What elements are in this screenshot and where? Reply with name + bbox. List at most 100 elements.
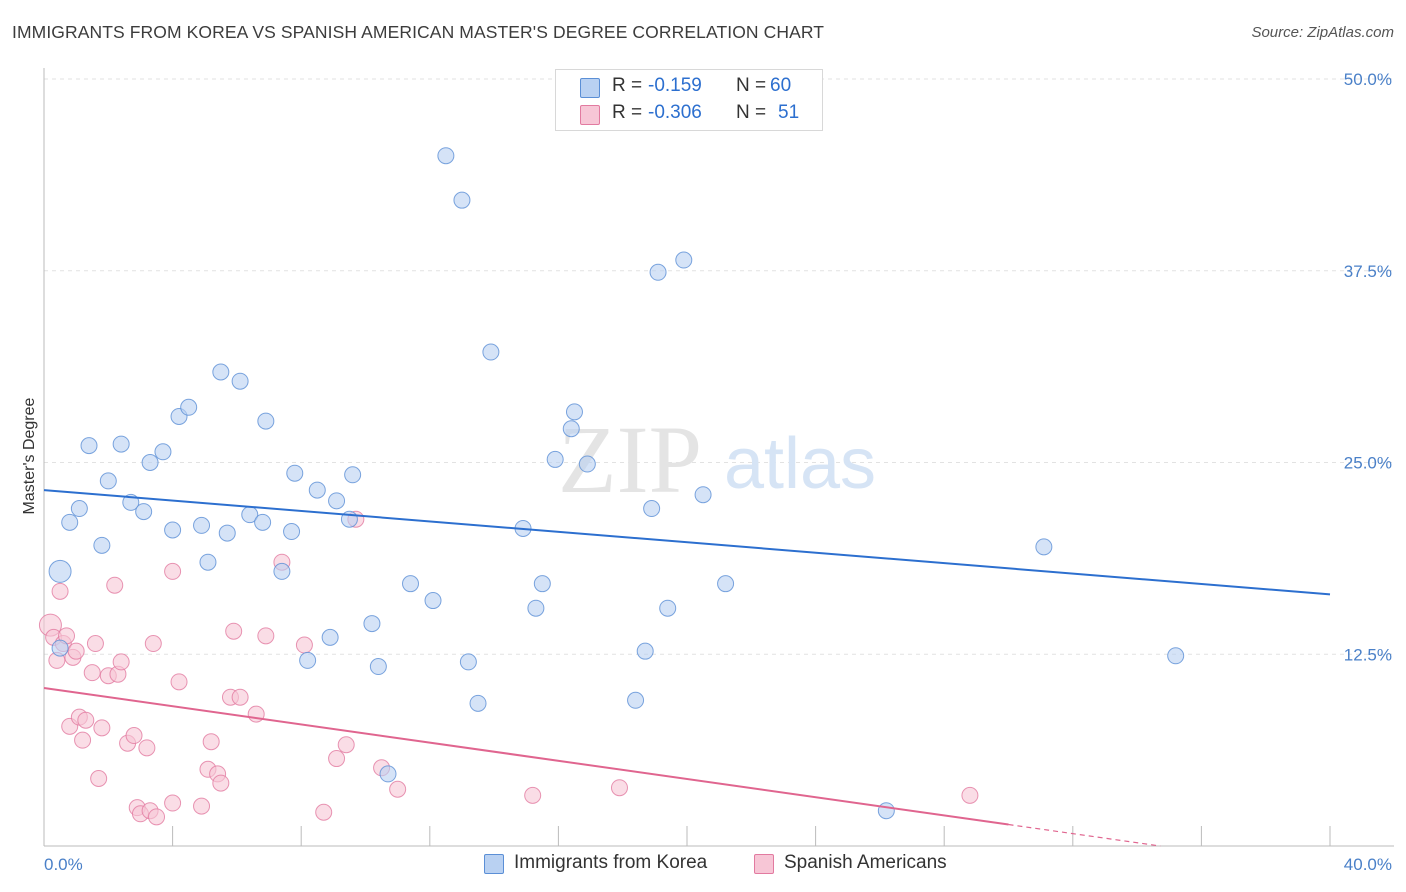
korea-point xyxy=(299,651,317,669)
korea-point xyxy=(51,639,69,657)
spanish-point xyxy=(67,642,85,660)
korea-point xyxy=(1167,647,1185,665)
korea-point xyxy=(321,628,339,646)
spanish-point xyxy=(212,774,230,792)
spanish-point xyxy=(337,736,355,754)
watermark: ZIP atlas xyxy=(558,406,876,513)
bottom-legend-swatch-korea xyxy=(484,854,504,874)
korea-point xyxy=(363,615,381,633)
korea-point xyxy=(70,500,88,518)
watermark-zip: ZIP xyxy=(558,406,702,513)
legend-n-label: N = xyxy=(736,75,767,96)
y-tick-label: 25.0% xyxy=(1344,454,1392,473)
korea-point xyxy=(308,481,326,499)
korea-point xyxy=(48,559,72,583)
legend-row-spanish: R = -0.306 N = 51 xyxy=(556,101,822,127)
y-tick-label: 12.5% xyxy=(1344,645,1392,664)
korea-point xyxy=(199,553,217,571)
korea-point xyxy=(80,437,98,455)
legend-n-label: N = xyxy=(736,102,767,123)
legend-r-value: -0.306 xyxy=(648,102,702,123)
spanish-point xyxy=(86,635,104,653)
x-tick-label: 0.0% xyxy=(44,855,83,874)
spanish-point xyxy=(328,750,346,768)
spanish-point xyxy=(144,635,162,653)
korea-point xyxy=(212,363,230,381)
legend-swatch-spanish xyxy=(580,105,600,125)
korea-point xyxy=(694,486,712,504)
trend-line-korea xyxy=(43,489,1331,596)
spanish-point xyxy=(257,627,275,645)
trend-line-spanish xyxy=(43,687,1009,826)
korea-point xyxy=(627,691,645,709)
spanish-point xyxy=(90,770,108,788)
spanish-point xyxy=(93,719,111,737)
korea-point xyxy=(659,599,677,617)
korea-point xyxy=(546,450,564,468)
korea-point xyxy=(231,372,249,390)
spanish-point xyxy=(77,711,95,729)
trend-extension-spanish xyxy=(1008,823,1161,847)
x-tick-label: 40.0% xyxy=(1344,855,1392,874)
korea-point xyxy=(643,500,661,518)
korea-point xyxy=(424,592,442,610)
legend-n-value: 51 xyxy=(778,102,800,123)
legend-r-label: R = xyxy=(612,75,643,96)
spanish-point xyxy=(295,636,313,654)
korea-point xyxy=(218,524,236,542)
legend-r-value: -0.159 xyxy=(648,75,702,96)
chart-title: IMMIGRANTS FROM KOREA VS SPANISH AMERICA… xyxy=(12,22,825,42)
legend-n-value: 60 xyxy=(770,75,792,96)
spanish-point xyxy=(164,794,182,812)
spanish-point xyxy=(74,731,92,749)
watermark-atlas: atlas xyxy=(724,424,876,504)
korea-point xyxy=(193,516,211,534)
spanish-point xyxy=(610,779,628,797)
korea-point xyxy=(99,472,117,490)
spanish-point xyxy=(138,739,156,757)
korea-point xyxy=(877,802,895,820)
spanish-point xyxy=(225,622,243,640)
y-tick-label: 50.0% xyxy=(1344,70,1392,89)
korea-point xyxy=(164,521,182,539)
legend-r-label: R = xyxy=(612,102,643,123)
korea-point xyxy=(154,443,172,461)
spanish-point xyxy=(148,808,166,826)
korea-point xyxy=(141,454,159,471)
correlation-legend: R = -0.159 N = 60 R = -0.306 N = 51 xyxy=(555,69,823,131)
korea-point xyxy=(344,466,362,484)
korea-point xyxy=(453,191,471,209)
korea-point xyxy=(93,536,111,554)
spanish-point xyxy=(51,582,69,600)
spanish-point xyxy=(112,653,130,671)
bottom-legend-swatch-spanish xyxy=(754,854,774,874)
trend-lines xyxy=(43,489,1331,847)
spanish-point xyxy=(164,562,182,580)
korea-point xyxy=(369,658,387,676)
korea-point xyxy=(459,653,477,671)
korea-point xyxy=(61,513,79,531)
spanish-point xyxy=(389,780,407,798)
bottom-legend-label-korea: Immigrants from Korea xyxy=(514,852,708,873)
series-immigrants-from-korea xyxy=(48,147,1185,820)
y-axis-label: Master's Degree xyxy=(21,397,38,514)
spanish-point xyxy=(524,786,542,804)
grid-lines xyxy=(44,78,1394,655)
y-tick-label: 37.5% xyxy=(1344,262,1392,281)
spanish-point xyxy=(202,733,220,751)
korea-point xyxy=(636,642,654,660)
korea-point xyxy=(254,513,272,531)
spanish-point xyxy=(315,803,333,821)
korea-point xyxy=(482,343,500,361)
korea-point xyxy=(135,503,153,521)
korea-point xyxy=(1035,538,1053,556)
korea-point xyxy=(649,263,667,281)
korea-point xyxy=(283,523,301,541)
spanish-point xyxy=(125,727,143,745)
korea-point xyxy=(328,492,346,510)
korea-point xyxy=(533,575,551,593)
korea-point xyxy=(562,420,580,438)
spanish-point xyxy=(193,797,211,815)
korea-point xyxy=(286,464,304,482)
spanish-point xyxy=(106,576,124,594)
